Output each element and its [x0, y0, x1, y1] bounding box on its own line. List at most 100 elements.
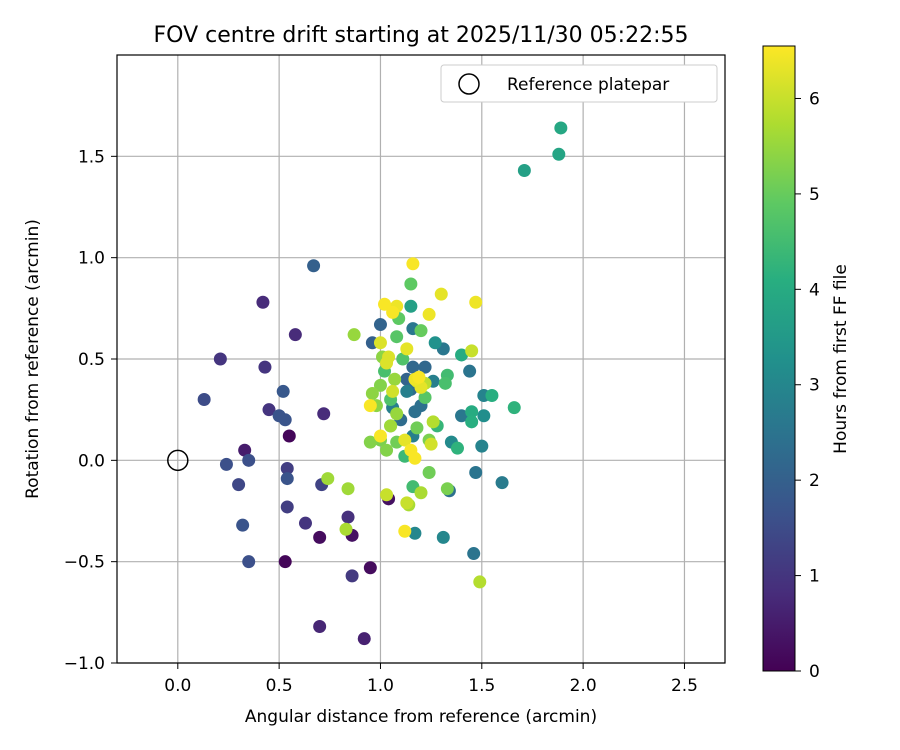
- data-point: [373, 318, 387, 332]
- data-point: [408, 526, 422, 540]
- y-axis-label: Rotation from reference (arcmin): [23, 219, 43, 499]
- data-point: [317, 407, 331, 421]
- data-point: [436, 530, 450, 544]
- data-point: [414, 486, 428, 500]
- data-point: [473, 575, 487, 589]
- data-point: [242, 453, 256, 467]
- y-tick-label: 1.5: [78, 147, 105, 167]
- gridlines: [117, 55, 725, 664]
- data-point: [378, 297, 392, 311]
- colorbar-tick-label: 4: [809, 280, 820, 300]
- data-point: [373, 336, 387, 350]
- colorbar-tick-label: 3: [809, 376, 820, 396]
- data-point: [465, 344, 479, 358]
- data-point: [396, 352, 410, 366]
- data-point: [278, 555, 292, 569]
- data-point: [363, 399, 377, 413]
- data-point: [455, 409, 469, 423]
- y-axis-ticks: −1.0 −0.5 0.0 0.5 1.0 1.5: [64, 147, 117, 674]
- data-point: [347, 328, 361, 342]
- data-point: [424, 437, 438, 451]
- colorbar-tick-label: 0: [809, 662, 820, 682]
- reference-platepar-marker: [167, 449, 189, 472]
- legend-label: Reference platepar: [507, 75, 669, 95]
- data-point: [400, 496, 414, 510]
- data-point: [242, 555, 256, 569]
- data-point: [422, 465, 436, 479]
- data-point: [390, 330, 404, 344]
- data-point: [398, 524, 412, 538]
- data-point: [398, 433, 412, 447]
- legend: Reference platepar: [440, 64, 718, 103]
- data-point: [418, 391, 432, 405]
- data-point: [388, 372, 402, 386]
- data-point: [236, 518, 250, 532]
- colorbar-tick-label: 1: [809, 567, 820, 587]
- y-tick-label: 1.0: [78, 249, 105, 269]
- x-tick-label: 1.0: [367, 676, 394, 696]
- data-point: [400, 384, 414, 398]
- data-point: [428, 336, 442, 350]
- data-point: [406, 257, 420, 271]
- data-point: [418, 360, 432, 374]
- data-point: [507, 401, 521, 415]
- data-point: [408, 451, 422, 465]
- data-point: [465, 405, 479, 419]
- colorbar-label: Hours from first FF file: [831, 264, 851, 454]
- data-point: [440, 482, 454, 496]
- y-tick-label: −1.0: [64, 654, 105, 674]
- colorbar: 0 1 2 3 4 5 6 Hours from first FF file: [762, 45, 851, 682]
- data-point: [426, 415, 440, 429]
- data-point: [357, 632, 371, 646]
- data-point: [485, 388, 499, 402]
- data-point: [390, 407, 404, 421]
- data-point: [410, 421, 424, 435]
- data-point: [238, 443, 252, 457]
- colorbar-tick-label: 2: [809, 471, 820, 491]
- data-point: [400, 342, 414, 356]
- data-point: [280, 461, 294, 475]
- y-tick-label: −0.5: [64, 553, 105, 573]
- x-tick-label: 2.0: [570, 676, 597, 696]
- x-tick-label: 0.5: [266, 676, 293, 696]
- data-point: [345, 569, 359, 583]
- data-point: [256, 295, 270, 309]
- colorbar-tick-label: 6: [809, 89, 820, 109]
- data-point: [465, 415, 479, 429]
- data-point: [280, 500, 294, 514]
- data-point: [373, 429, 387, 443]
- data-point: [422, 307, 436, 321]
- chart-title: FOV centre drift starting at 2025/11/30 …: [154, 23, 689, 48]
- x-axis-ticks: 0.0 0.5 1.0 1.5 2.0 2.5: [164, 663, 698, 696]
- data-point: [280, 472, 294, 486]
- data-point: [467, 547, 481, 561]
- colorbar-ticks: 0 1 2 3 4 5 6: [795, 89, 820, 682]
- x-tick-label: 2.5: [671, 676, 698, 696]
- data-point: [438, 376, 452, 390]
- data-point: [298, 516, 312, 530]
- data-point: [213, 352, 227, 366]
- data-point: [313, 620, 327, 634]
- data-point: [475, 439, 489, 453]
- data-point: [321, 472, 335, 486]
- data-point: [463, 364, 477, 378]
- data-point: [278, 413, 292, 427]
- data-point: [554, 121, 568, 135]
- legend-marker: [458, 73, 480, 95]
- data-point: [363, 435, 377, 449]
- data-point: [517, 164, 531, 178]
- data-point: [197, 393, 211, 407]
- colorbar-gradient: [762, 45, 796, 672]
- data-point: [339, 522, 353, 536]
- data-point: [341, 510, 355, 524]
- data-point: [404, 277, 418, 291]
- data-point: [469, 295, 483, 309]
- data-point: [365, 386, 379, 400]
- x-axis-label: Angular distance from reference (arcmin): [245, 707, 597, 727]
- data-point: [434, 287, 448, 301]
- data-point: [313, 530, 327, 544]
- data-point: [258, 360, 272, 374]
- data-points: [197, 121, 568, 646]
- data-point: [373, 378, 387, 392]
